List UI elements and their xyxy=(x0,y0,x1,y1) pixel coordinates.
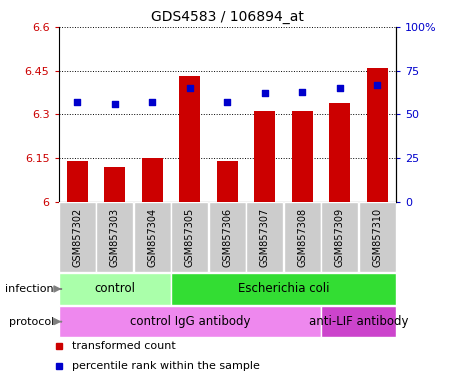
Bar xyxy=(59,202,95,272)
Text: anti-LIF antibody: anti-LIF antibody xyxy=(309,315,408,328)
Point xyxy=(336,85,343,91)
Point xyxy=(186,85,194,91)
Point xyxy=(224,99,231,105)
Bar xyxy=(292,111,313,202)
Text: infection: infection xyxy=(5,284,54,294)
Bar xyxy=(171,202,208,272)
Text: GSM857305: GSM857305 xyxy=(185,207,195,267)
Bar xyxy=(367,68,387,202)
Bar xyxy=(171,273,396,305)
Text: GSM857304: GSM857304 xyxy=(147,208,157,266)
Text: GSM857310: GSM857310 xyxy=(372,208,382,266)
Text: protocol: protocol xyxy=(9,316,54,327)
Bar xyxy=(284,202,320,272)
Bar xyxy=(217,161,238,202)
Bar xyxy=(104,167,125,202)
Bar xyxy=(134,202,171,272)
Bar xyxy=(180,76,200,202)
Text: GSM857307: GSM857307 xyxy=(260,207,270,267)
Text: GSM857303: GSM857303 xyxy=(110,208,120,266)
Text: GSM857309: GSM857309 xyxy=(335,208,345,266)
Bar xyxy=(329,103,350,202)
Bar xyxy=(67,161,88,202)
Bar xyxy=(254,111,275,202)
Bar xyxy=(247,202,283,272)
Point xyxy=(261,90,268,96)
Bar xyxy=(209,202,246,272)
Text: GSM857302: GSM857302 xyxy=(72,207,82,267)
Point xyxy=(74,99,81,105)
Text: transformed count: transformed count xyxy=(72,341,176,351)
Point xyxy=(374,81,381,88)
Title: GDS4583 / 106894_at: GDS4583 / 106894_at xyxy=(151,10,304,25)
Bar xyxy=(321,202,358,272)
Bar xyxy=(359,202,396,272)
Bar xyxy=(321,306,396,337)
Text: GSM857306: GSM857306 xyxy=(222,208,232,266)
Text: control IgG antibody: control IgG antibody xyxy=(130,315,250,328)
Bar xyxy=(58,306,321,337)
Bar xyxy=(142,158,162,202)
Bar xyxy=(96,202,133,272)
Point xyxy=(148,99,156,105)
Point xyxy=(111,101,118,107)
Text: Escherichia coli: Escherichia coli xyxy=(238,283,329,295)
Point xyxy=(299,88,306,94)
Bar xyxy=(58,273,171,305)
Text: percentile rank within the sample: percentile rank within the sample xyxy=(72,361,260,371)
Text: GSM857308: GSM857308 xyxy=(297,208,307,266)
Text: control: control xyxy=(94,283,135,295)
